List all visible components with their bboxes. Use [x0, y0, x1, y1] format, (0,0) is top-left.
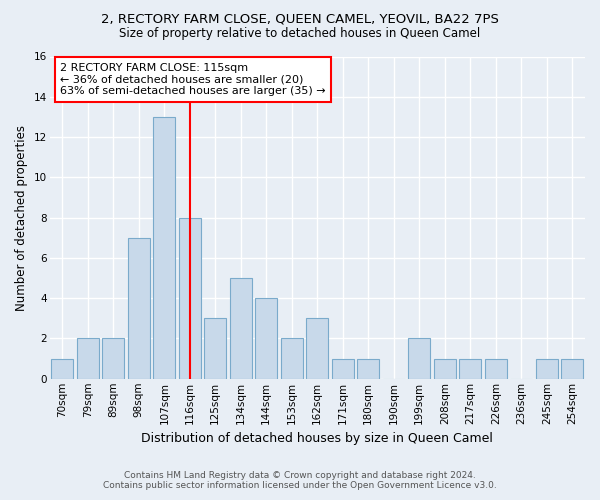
Bar	[179, 218, 200, 379]
Bar	[205, 318, 226, 379]
Bar	[332, 358, 353, 379]
Bar	[460, 358, 481, 379]
Bar	[128, 238, 149, 379]
Text: 2, RECTORY FARM CLOSE, QUEEN CAMEL, YEOVIL, BA22 7PS: 2, RECTORY FARM CLOSE, QUEEN CAMEL, YEOV…	[101, 12, 499, 26]
Bar	[409, 338, 430, 379]
Bar	[562, 358, 583, 379]
Text: Contains HM Land Registry data © Crown copyright and database right 2024.
Contai: Contains HM Land Registry data © Crown c…	[103, 470, 497, 490]
Bar	[307, 318, 328, 379]
Y-axis label: Number of detached properties: Number of detached properties	[15, 124, 28, 310]
Bar	[52, 358, 73, 379]
Bar	[536, 358, 557, 379]
Bar	[434, 358, 455, 379]
Bar	[485, 358, 506, 379]
Bar	[77, 338, 98, 379]
Bar	[256, 298, 277, 379]
Text: 2 RECTORY FARM CLOSE: 115sqm
← 36% of detached houses are smaller (20)
63% of se: 2 RECTORY FARM CLOSE: 115sqm ← 36% of de…	[60, 63, 326, 96]
Bar	[281, 338, 302, 379]
Bar	[154, 117, 175, 379]
Text: Size of property relative to detached houses in Queen Camel: Size of property relative to detached ho…	[119, 28, 481, 40]
Bar	[230, 278, 251, 379]
Bar	[103, 338, 124, 379]
X-axis label: Distribution of detached houses by size in Queen Camel: Distribution of detached houses by size …	[142, 432, 493, 445]
Bar	[358, 358, 379, 379]
